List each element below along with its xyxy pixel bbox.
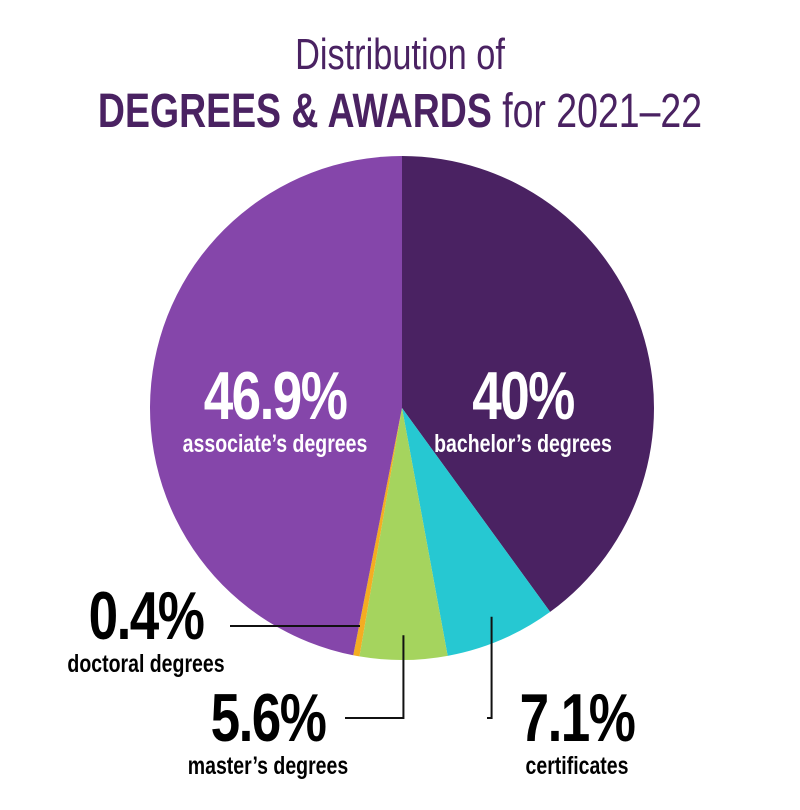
label-associates: 46.9% associate’s degrees (183, 362, 368, 458)
certificates-caption: certificates (525, 752, 629, 780)
chart-title-line2: DEGREES & AWARDS for 2021–22 (88, 84, 712, 139)
pie-slice-bachelor (402, 156, 654, 612)
doctoral-caption: doctoral degrees (67, 650, 225, 678)
chart-title-bold: DEGREES & AWARDS (97, 85, 492, 138)
label-doctoral: 0.4% doctoral degrees (67, 582, 224, 678)
chart-title-line1: Distribution of (295, 30, 505, 79)
masters-percent: 5.6% (210, 680, 327, 756)
leader-line-certificates (487, 616, 493, 719)
bachelors-caption: bachelor’s degrees (434, 430, 612, 458)
certificates-percent: 7.1% (519, 680, 636, 756)
label-certificates: 7.1% certificates (519, 680, 636, 780)
leader-line-masters (345, 635, 405, 719)
doctoral-percent: 0.4% (88, 578, 205, 654)
pie-slice-certificates (402, 408, 551, 656)
pie-slice-doctoral (353, 408, 402, 657)
bachelors-percent: 40% (472, 358, 575, 434)
chart-title-rest: for 2021–22 (491, 85, 703, 138)
masters-caption: master’s degrees (187, 752, 349, 780)
pie-slice-master (359, 408, 448, 661)
associates-percent: 46.9% (203, 358, 348, 434)
label-masters: 5.6% master’s degrees (188, 684, 348, 780)
pie-slice-associate (150, 156, 402, 656)
label-bachelors: 40% bachelor’s degrees (434, 362, 612, 458)
associates-caption: associate’s degrees (182, 430, 368, 458)
